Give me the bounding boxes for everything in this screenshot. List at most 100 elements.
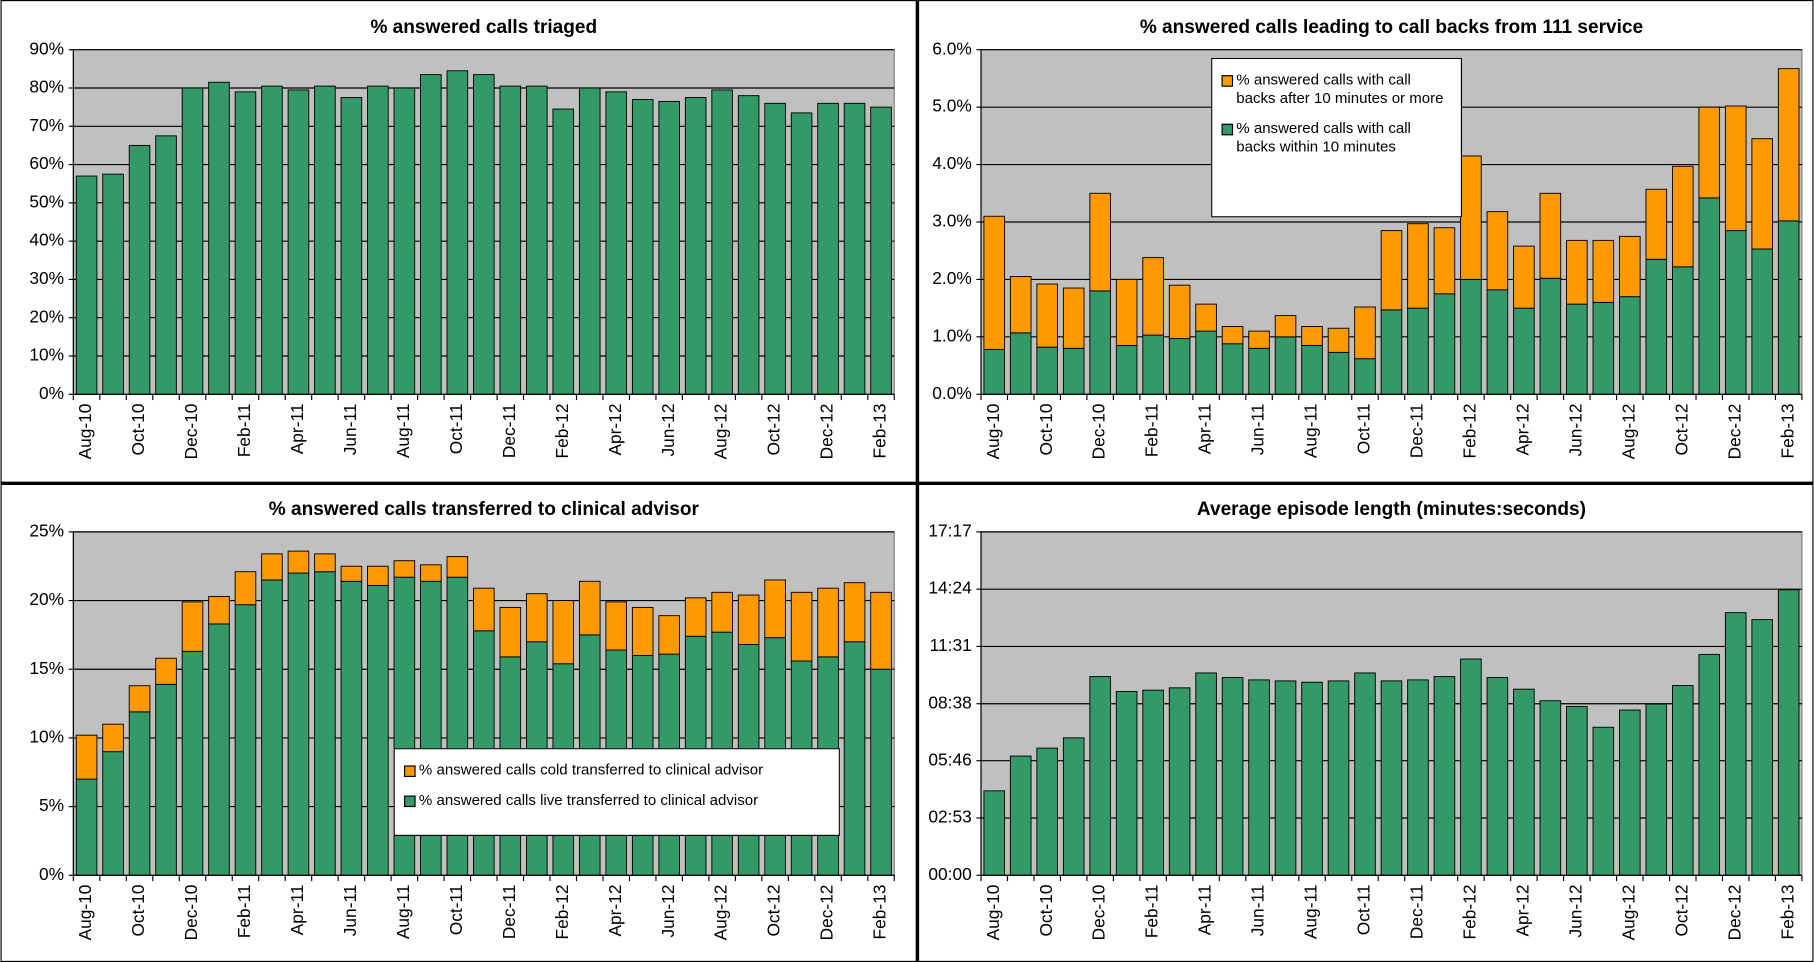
y-tick-label: 00:00 [928, 864, 971, 884]
bar [983, 790, 1006, 876]
bar-segment [1327, 327, 1350, 353]
bar-segment [393, 560, 416, 578]
legend-label: % answered calls with call backs after 1… [1236, 70, 1444, 107]
bar [1301, 681, 1323, 876]
y-tick-label: 10% [29, 345, 64, 365]
y-tick-label: 14:24 [928, 578, 972, 598]
y-tick-label: 15% [29, 658, 64, 678]
bar-segment [1354, 306, 1376, 360]
bar [1460, 658, 1482, 876]
bar [684, 97, 707, 395]
legend: % answered calls with call backs after 1… [1210, 57, 1462, 218]
bar [1009, 755, 1032, 876]
legend-swatch [1221, 75, 1233, 87]
x-tick-label: Apr-12 [605, 404, 625, 456]
bar-segment [1168, 338, 1191, 395]
bar-segment [367, 565, 389, 586]
bar-segment [1619, 296, 1641, 395]
bar-segment [552, 600, 575, 665]
x-tick-label: Oct-10 [128, 885, 148, 937]
bar-segment [605, 601, 628, 651]
bar-segment [1671, 266, 1694, 395]
bar-segment [287, 572, 310, 876]
legend-swatch [403, 795, 416, 808]
legend-label: % answered calls live transferred to cli… [418, 790, 759, 809]
bar [1380, 680, 1403, 876]
bar-segment [128, 711, 151, 876]
bar [181, 87, 204, 395]
y-tick-label: 30% [29, 268, 64, 288]
x-tick-label: Jun-12 [658, 885, 678, 938]
bar-segment [1142, 257, 1164, 336]
bar-segment [367, 584, 389, 876]
y-tick-label: 70% [29, 115, 64, 135]
bar [102, 173, 124, 395]
x-tick-label: Jun-11 [1248, 885, 1268, 937]
bar [1724, 612, 1747, 876]
x-tick-label: Oct-10 [1036, 885, 1056, 937]
y-tick-label: 11:31 [930, 635, 972, 655]
bar-segment [1407, 223, 1429, 309]
bar-segment [764, 579, 786, 639]
x-tick-label: Aug-11 [393, 885, 413, 940]
bar-segment [314, 553, 336, 573]
x-tick-label: Oct-12 [1671, 885, 1691, 937]
bar-segment [1751, 248, 1774, 395]
bar [578, 87, 601, 395]
bar-segment [1354, 358, 1376, 395]
bar-segment [102, 723, 124, 753]
x-tick-label: Oct-12 [764, 885, 784, 937]
chart-title: % answered calls transferred to clinical… [269, 499, 700, 520]
bar [1619, 709, 1641, 876]
bar-segment [870, 591, 892, 670]
bar [499, 85, 522, 395]
y-tick-label: 60% [29, 153, 64, 173]
x-tick-label: Dec-12 [1724, 885, 1744, 941]
bar-segment [234, 571, 257, 606]
bar-segment [446, 556, 469, 578]
x-tick-label: Jun-11 [340, 404, 360, 456]
x-tick-label: Feb-11 [234, 404, 254, 458]
y-tick-label: 80% [29, 77, 64, 97]
bar [764, 102, 786, 395]
x-tick-label: Aug-12 [711, 885, 731, 941]
bar [1168, 687, 1191, 876]
x-tick-label: Jun-11 [340, 885, 360, 937]
legend-entry: % answered calls live transferred to cli… [403, 790, 830, 810]
bar-segment [234, 604, 257, 876]
bar [155, 135, 177, 395]
bar [1671, 685, 1694, 876]
bar-segment [1619, 235, 1641, 298]
bar-segment [1460, 278, 1482, 395]
y-tick-label: 1.0% [932, 325, 972, 345]
bar-segment [340, 565, 363, 582]
bar [1089, 676, 1111, 876]
bar-segment [870, 668, 892, 876]
y-tick-label: 0% [39, 383, 64, 403]
bar-segment [1751, 138, 1774, 250]
bar-segment [790, 591, 813, 662]
x-tick-label: Aug-12 [1618, 404, 1638, 460]
x-tick-label: Dec-11 [1407, 885, 1427, 940]
bar [1327, 680, 1350, 876]
y-tick-label: 10% [29, 726, 64, 746]
y-tick-label: 0% [39, 864, 64, 884]
y-tick-label: 08:38 [928, 692, 971, 712]
bar-segment [208, 595, 230, 625]
bar [711, 89, 733, 395]
x-tick-label: Feb-13 [1777, 885, 1797, 940]
bar [1274, 680, 1297, 876]
bar-segment [1036, 346, 1058, 395]
bar-segment [1062, 287, 1085, 349]
bar-segment [102, 751, 124, 876]
bar-segment [1592, 239, 1615, 303]
x-tick-label: Dec-12 [817, 885, 837, 941]
bar-segment [658, 615, 680, 655]
bar-segment [983, 349, 1006, 395]
bar [1751, 619, 1774, 876]
bar-segment [1248, 330, 1270, 349]
y-tick-label: 2.0% [932, 268, 972, 288]
bar-segment [1777, 220, 1800, 395]
